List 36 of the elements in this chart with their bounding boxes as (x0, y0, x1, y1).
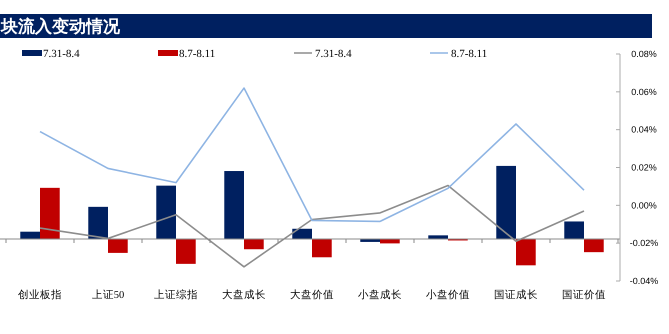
bar (20, 232, 40, 240)
bar (176, 239, 196, 264)
x-tick-label: 国证价值 (562, 289, 606, 301)
legend-label: 7.31-8.4 (315, 48, 352, 60)
legend-label: 7.31-8.4 (43, 48, 80, 60)
y2-tick-label: 0.08% (631, 49, 657, 59)
y2-tick-label: 0.00% (631, 200, 657, 210)
bar (516, 239, 536, 266)
y2-tick-label: -0.04% (630, 276, 658, 286)
y2-tick-label: 0.02% (631, 162, 657, 172)
chart-title: 块流入变动情况 (0, 17, 121, 37)
bar (584, 239, 604, 252)
x-tick-label: 上证综指 (154, 288, 198, 301)
x-tick-label: 国证成长 (494, 288, 538, 301)
bar (224, 171, 244, 240)
x-tick-label: 大盘成长 (222, 288, 266, 301)
x-tick-label: 小盘成长 (358, 288, 402, 301)
line-series (39, 87, 585, 222)
x-tick-label: 大盘价值 (290, 288, 334, 301)
bar (88, 206, 108, 240)
legend-label: 8.7-8.11 (179, 48, 216, 60)
x-tick-label: 创业板指 (18, 288, 62, 301)
bar (108, 239, 128, 253)
y2-tick-label: -0.02% (630, 238, 658, 248)
bar (312, 239, 332, 258)
y2-tick-label: 0.04% (631, 124, 657, 135)
bar (380, 239, 400, 244)
x-tick-label: 上证50 (92, 288, 124, 301)
x-tick-label: 小盘价值 (426, 288, 470, 301)
bar (40, 188, 60, 240)
bar (496, 166, 516, 240)
y2-tick-label: 0.06% (631, 86, 657, 97)
legend-label: 8.7-8.11 (451, 48, 488, 60)
bar (564, 221, 584, 240)
bar (156, 186, 176, 240)
bar (244, 239, 264, 250)
